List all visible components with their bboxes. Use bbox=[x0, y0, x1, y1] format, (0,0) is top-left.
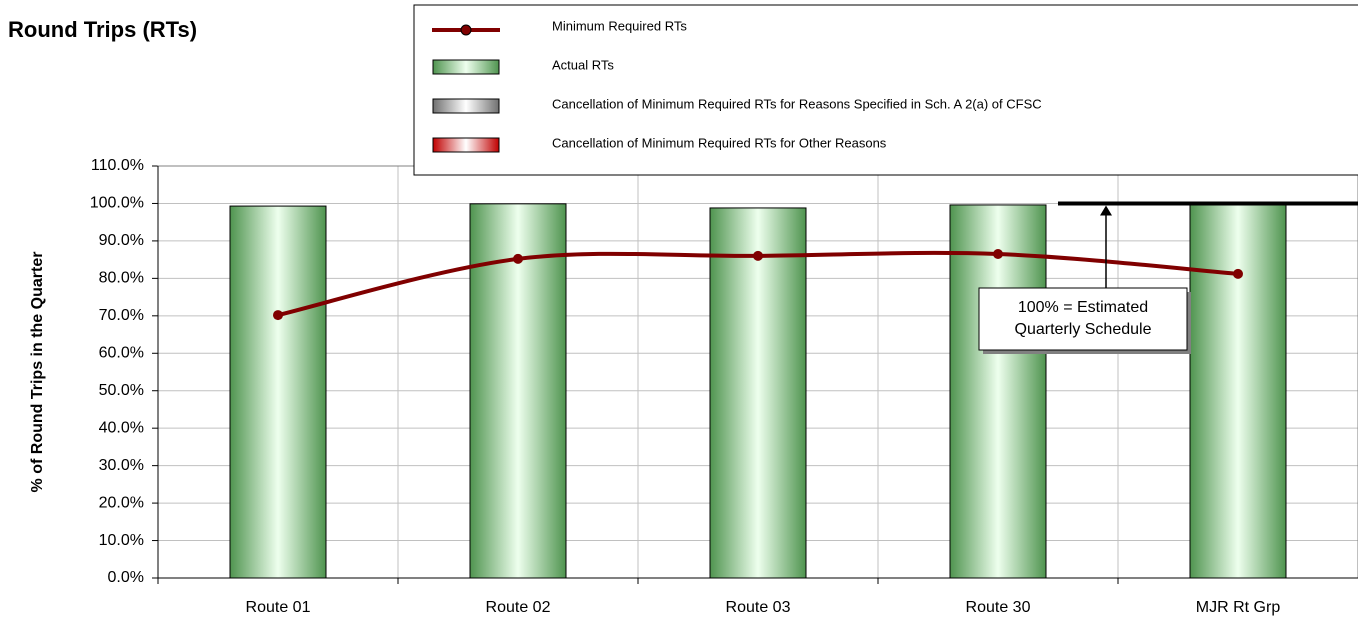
y-tick-label: 0.0% bbox=[108, 569, 144, 586]
annotation-box bbox=[978, 287, 1188, 351]
y-tick-label: 30.0% bbox=[99, 457, 144, 474]
line-marker bbox=[753, 250, 763, 261]
y-tick-label: 40.0% bbox=[99, 419, 144, 436]
chart-title: Round Trips (RTs) bbox=[8, 17, 197, 42]
x-tick-label: Route 30 bbox=[966, 599, 1031, 616]
x-tick-label: Route 01 bbox=[246, 599, 311, 616]
line-marker bbox=[513, 253, 523, 264]
legend-swatch bbox=[432, 137, 500, 153]
y-tick-label: 20.0% bbox=[99, 494, 144, 511]
bar bbox=[229, 205, 327, 579]
legend-label: Minimum Required RTs bbox=[552, 18, 687, 33]
y-tick-label: 100.0% bbox=[90, 195, 144, 212]
bar bbox=[949, 204, 1047, 579]
y-tick-label: 110.0% bbox=[91, 157, 144, 174]
y-tick-label: 90.0% bbox=[99, 232, 144, 249]
bar bbox=[1189, 204, 1287, 579]
legend-swatch bbox=[432, 98, 500, 114]
bar bbox=[709, 207, 807, 579]
line-marker bbox=[1233, 268, 1243, 279]
x-tick-label: MJR Rt Grp bbox=[1196, 599, 1281, 616]
annotation-arrowhead bbox=[1100, 205, 1112, 216]
y-tick-label: 80.0% bbox=[99, 270, 144, 287]
legend-marker bbox=[460, 24, 472, 36]
line-marker bbox=[273, 310, 283, 321]
line-marker bbox=[993, 249, 1003, 260]
legend-label: Cancellation of Minimum Required RTs for… bbox=[552, 135, 887, 150]
legend-swatch bbox=[432, 59, 500, 75]
y-tick-label: 70.0% bbox=[99, 307, 144, 324]
y-tick-label: 50.0% bbox=[99, 382, 144, 399]
bar bbox=[469, 203, 567, 579]
y-tick-label: 10.0% bbox=[99, 532, 144, 549]
x-tick-label: Route 03 bbox=[726, 599, 791, 616]
y-axis-label: % of Round Trips in the Quarter bbox=[29, 252, 46, 493]
annotation-text: 100% = Estimated bbox=[1018, 299, 1148, 316]
legend-label: Actual RTs bbox=[552, 57, 614, 72]
y-tick-label: 60.0% bbox=[99, 344, 144, 361]
legend-box bbox=[413, 4, 1358, 176]
x-tick-label: Route 02 bbox=[486, 599, 551, 616]
legend-label: Cancellation of Minimum Required RTs for… bbox=[552, 96, 1042, 111]
annotation-text: Quarterly Schedule bbox=[1015, 321, 1152, 338]
